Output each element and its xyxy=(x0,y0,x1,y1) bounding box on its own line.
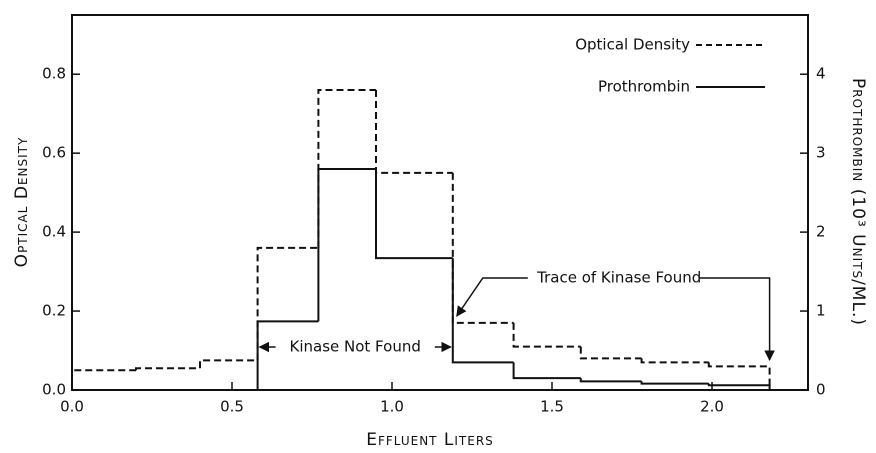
step-bar xyxy=(375,90,453,174)
y-tick-label: 0.6 xyxy=(42,144,66,162)
plot-frame xyxy=(71,14,809,391)
step-bar xyxy=(317,89,376,248)
y-tick-label: 0.4 xyxy=(42,223,66,241)
annotation-arrow xyxy=(699,277,775,362)
step-bar xyxy=(71,369,136,390)
y2-axis-label: Prothrombin (10³ Units/ML.) xyxy=(848,78,868,326)
x-tick-label: 2.0 xyxy=(700,398,724,416)
y-tick-label: 0.8 xyxy=(42,65,66,83)
step-bar xyxy=(135,367,200,371)
step-bar xyxy=(199,359,258,369)
annotation: Kinase Not Found xyxy=(290,338,421,356)
x-tick-label: 1.5 xyxy=(540,398,564,416)
step-bar xyxy=(579,378,642,383)
legend-label: Prothrombin xyxy=(598,78,690,96)
x-axis-label: Effluent Liters xyxy=(366,430,494,450)
y2-tick-label: 1 xyxy=(816,302,826,320)
x-tick-label: 0.0 xyxy=(60,398,84,416)
step-bar xyxy=(707,362,771,390)
y2-tick-label: 0 xyxy=(816,381,826,399)
x-tick-label: 0.5 xyxy=(220,398,244,416)
step-bar xyxy=(640,358,709,364)
y2-tick-label: 4 xyxy=(816,65,826,83)
legend-label: Optical Density xyxy=(575,36,690,54)
step-bar xyxy=(512,322,581,348)
y-tick-label: 0.0 xyxy=(42,381,66,399)
step-bar xyxy=(512,362,581,380)
y-tick-label: 0.2 xyxy=(42,302,66,320)
y2-tick-label: 2 xyxy=(816,223,826,241)
y-axis-label: Optical Density xyxy=(12,137,32,268)
x-tick-label: 1.0 xyxy=(380,398,404,416)
step-bar xyxy=(317,167,376,322)
step-bar xyxy=(375,168,453,260)
step-bar xyxy=(640,381,709,385)
annotation: Trace of Kinase Found xyxy=(536,269,701,287)
step-bar xyxy=(451,172,514,324)
annotation-arrow xyxy=(456,277,528,317)
step-bar xyxy=(707,383,771,390)
y2-tick-label: 3 xyxy=(816,144,826,162)
step-bar xyxy=(451,258,514,364)
step-bar xyxy=(256,320,319,390)
step-bar xyxy=(579,346,642,360)
